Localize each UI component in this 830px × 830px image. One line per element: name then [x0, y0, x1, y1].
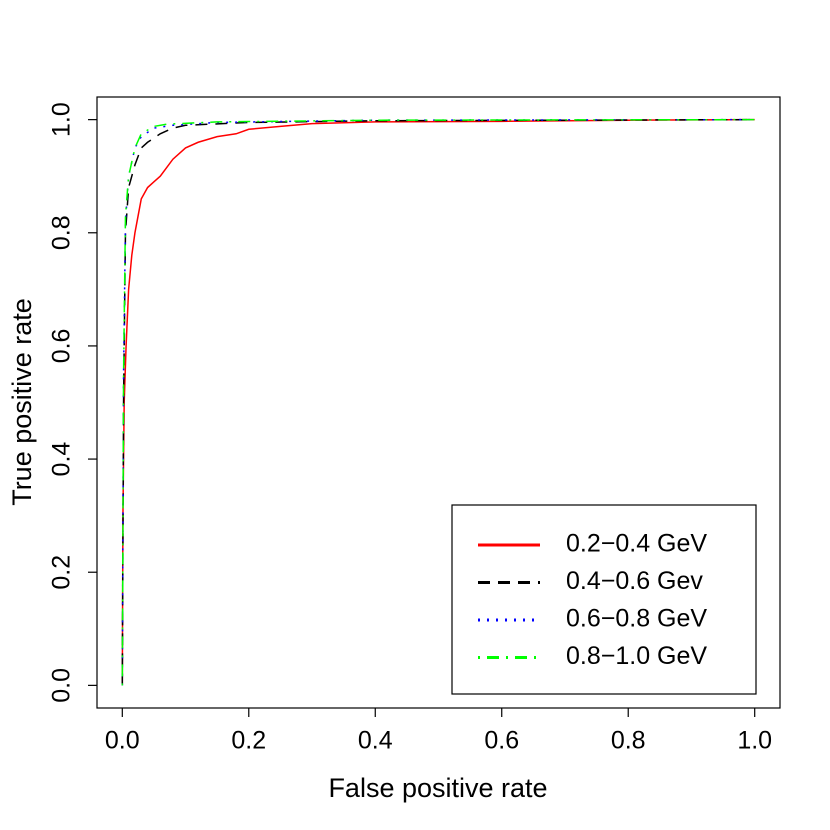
roc-curve — [121, 118, 755, 686]
y-tick-label: 0.4 — [48, 442, 76, 477]
y-tick-label: 1.0 — [48, 102, 76, 137]
legend-label: 0.8−1.0 GeV — [566, 642, 707, 670]
legend-box — [451, 504, 757, 695]
x-tick-label: 0.4 — [358, 727, 393, 755]
x-tick-label: 0.8 — [611, 727, 646, 755]
x-axis-label: False positive rate — [328, 773, 547, 803]
x-tick-label: 0.0 — [105, 727, 140, 755]
legend-label: 0.4−0.6 Gev — [566, 567, 703, 595]
x-tick-label: 0.2 — [231, 727, 266, 755]
x-tick-label: 0.6 — [484, 727, 519, 755]
roc-curve — [121, 118, 755, 686]
roc-curve — [121, 118, 755, 686]
legend-label: 0.6−0.8 GeV — [566, 605, 707, 633]
plot-frame — [96, 96, 781, 709]
x-tick-label: 1.0 — [737, 727, 772, 755]
legend-label: 0.2−0.4 GeV — [566, 530, 707, 558]
y-tick-label: 0.6 — [48, 329, 76, 364]
y-tick-label: 0.2 — [48, 555, 76, 590]
y-tick-label: 0.8 — [48, 215, 76, 250]
y-tick-label: 0.0 — [48, 668, 76, 703]
y-axis-label: True positive rate — [7, 298, 37, 506]
